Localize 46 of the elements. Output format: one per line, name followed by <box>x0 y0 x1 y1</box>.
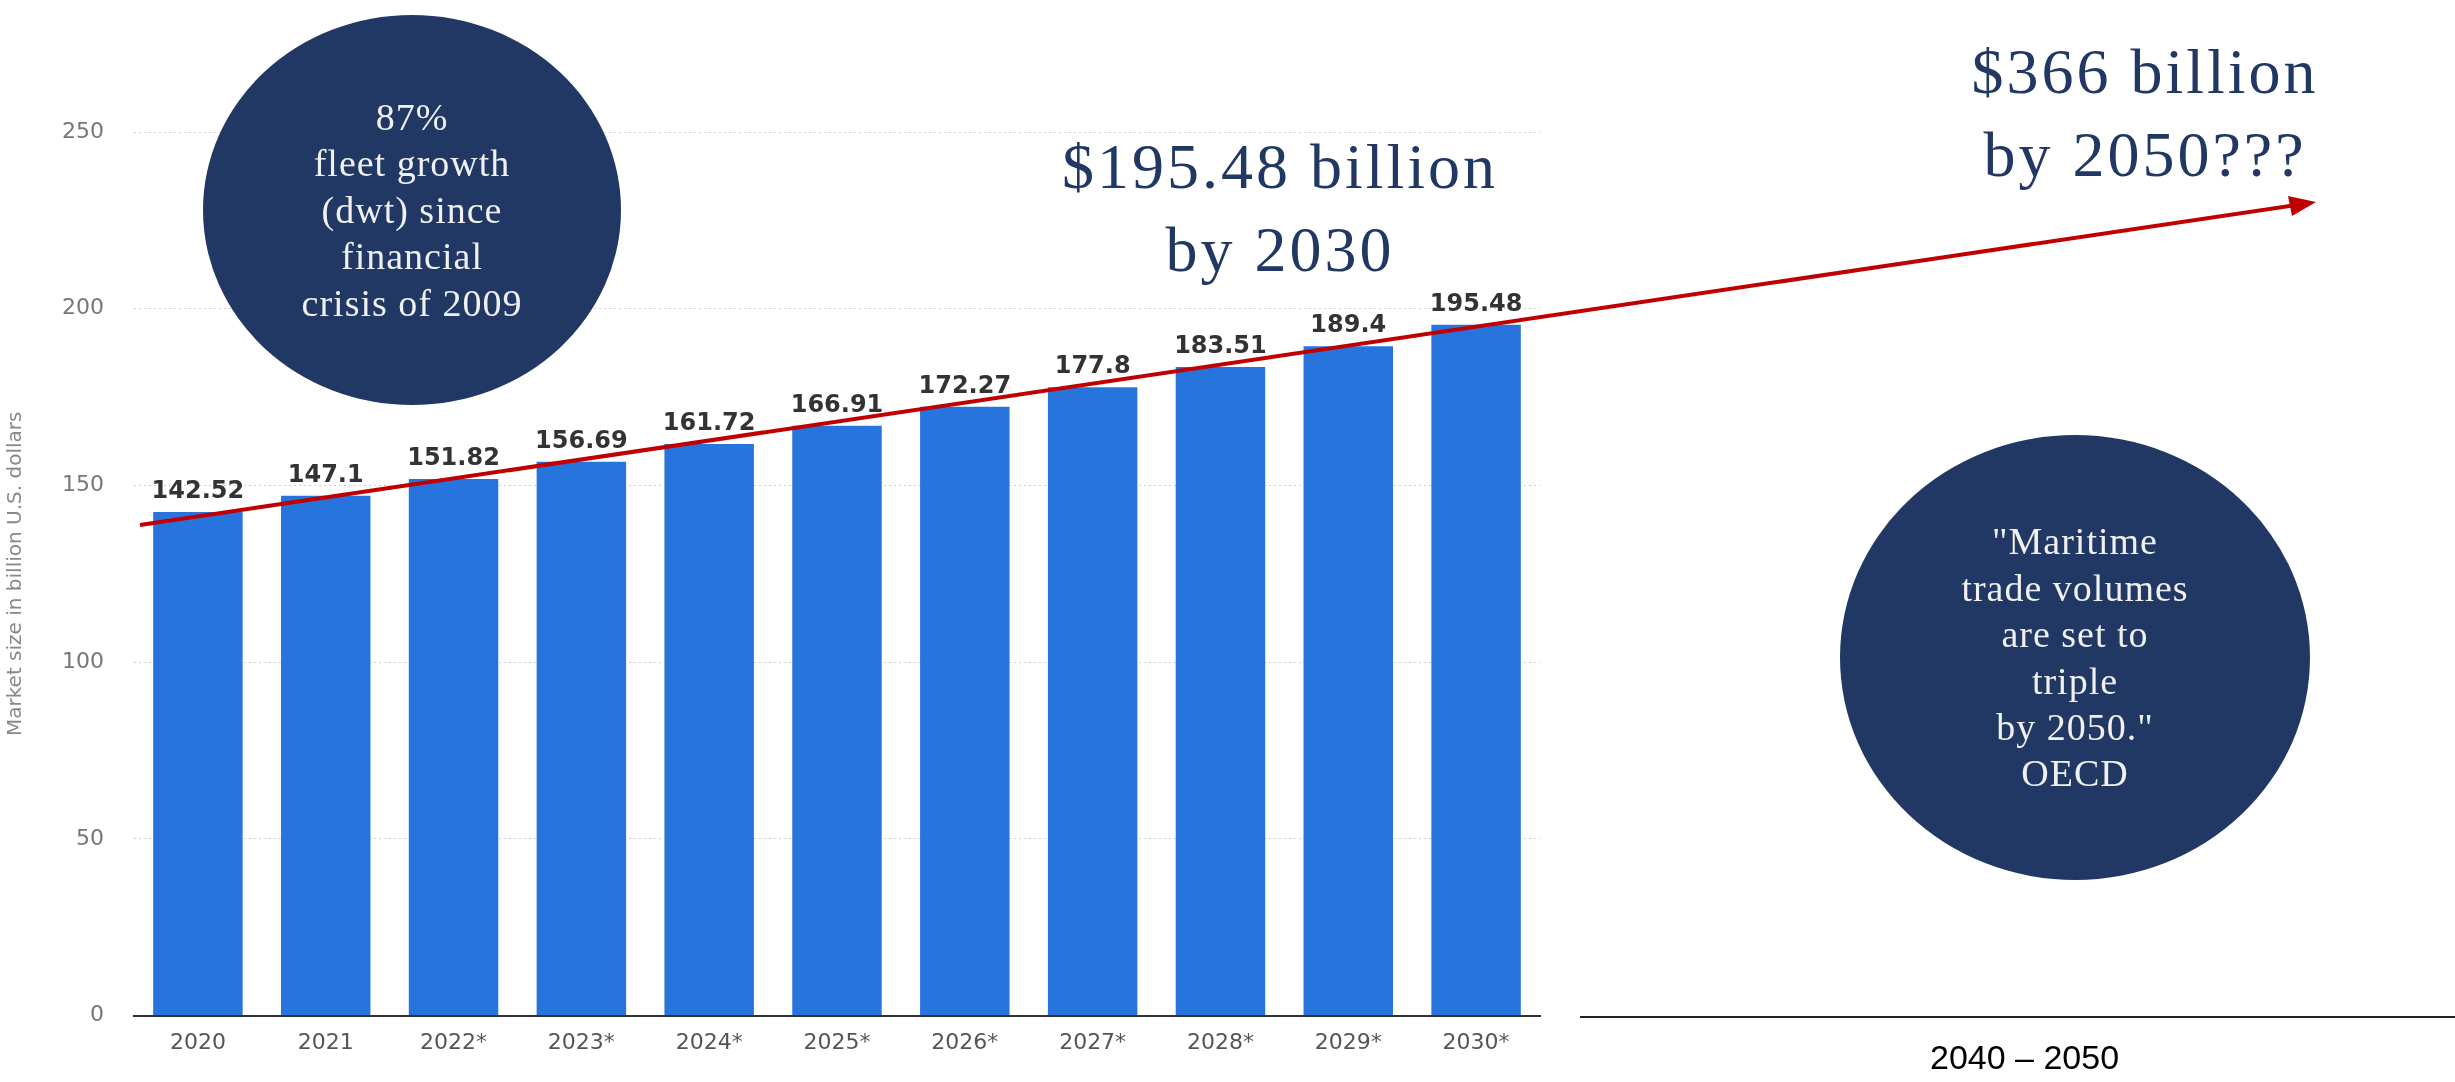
x-tick-label: 2020 <box>169 1028 226 1054</box>
data-label: 142.52 <box>151 476 245 505</box>
data-label: 189.4 <box>1310 310 1387 339</box>
bar <box>1431 324 1521 1016</box>
annotation: 87% fleet growth (dwt) since financial crisis of 2009 <box>301 95 523 326</box>
y-axis-title: Market size in billion U.S. dollars <box>2 411 27 736</box>
data-label: 172.27 <box>918 370 1012 399</box>
x-tick-label: 2030* <box>1442 1028 1510 1054</box>
data-label: 151.82 <box>407 443 500 472</box>
bar <box>153 511 243 1016</box>
circle-badge: 87% fleet growth (dwt) since financial crisis of 2009 <box>203 15 621 405</box>
annotation: $195.48 billion by 2030 <box>1061 131 1499 286</box>
data-label: 147.1 <box>287 459 364 488</box>
bar <box>1303 346 1394 1016</box>
data-label: 195.48 <box>1429 288 1523 317</box>
bar <box>536 461 627 1016</box>
text: 2040 – 2050 <box>1930 1038 2120 1077</box>
y-tick-label: 50 <box>75 824 104 850</box>
bar <box>408 479 499 1016</box>
circle-badge: "Maritime trade volumes are set to triple by 2050." OECD <box>1840 435 2310 880</box>
data-label: 161.72 <box>662 408 756 437</box>
x-tick-label: 2027* <box>1059 1028 1127 1054</box>
x-tick-label: 2029* <box>1314 1028 1382 1054</box>
y-tick-label: 0 <box>89 1001 104 1027</box>
bar <box>664 444 754 1016</box>
text: $366 billion by 2050??? <box>1970 35 2320 193</box>
data-label: 156.69 <box>535 426 628 455</box>
bar <box>1175 367 1266 1016</box>
x-tick-label: 2025* <box>803 1028 871 1054</box>
x-tick-label: 2021 <box>297 1028 354 1054</box>
bar <box>792 425 882 1016</box>
data-label: 177.8 <box>1054 351 1131 380</box>
data-label: 183.51 <box>1174 331 1267 360</box>
x-tick-label: 2023* <box>547 1028 615 1054</box>
x-tick-label: 2026* <box>931 1028 999 1054</box>
bar <box>280 495 371 1016</box>
data-label: 166.91 <box>790 389 884 418</box>
x-tick-label: 2022* <box>420 1028 488 1054</box>
y-tick-label: 250 <box>61 117 104 143</box>
x-tick-label: 2028* <box>1186 1028 1254 1054</box>
y-tick-label: 200 <box>61 294 104 320</box>
bar <box>1047 387 1138 1016</box>
bar <box>920 406 1010 1016</box>
y-tick-label: 100 <box>61 647 104 673</box>
x-tick-label: 2024* <box>675 1028 743 1054</box>
y-tick-label: 150 <box>61 471 104 497</box>
